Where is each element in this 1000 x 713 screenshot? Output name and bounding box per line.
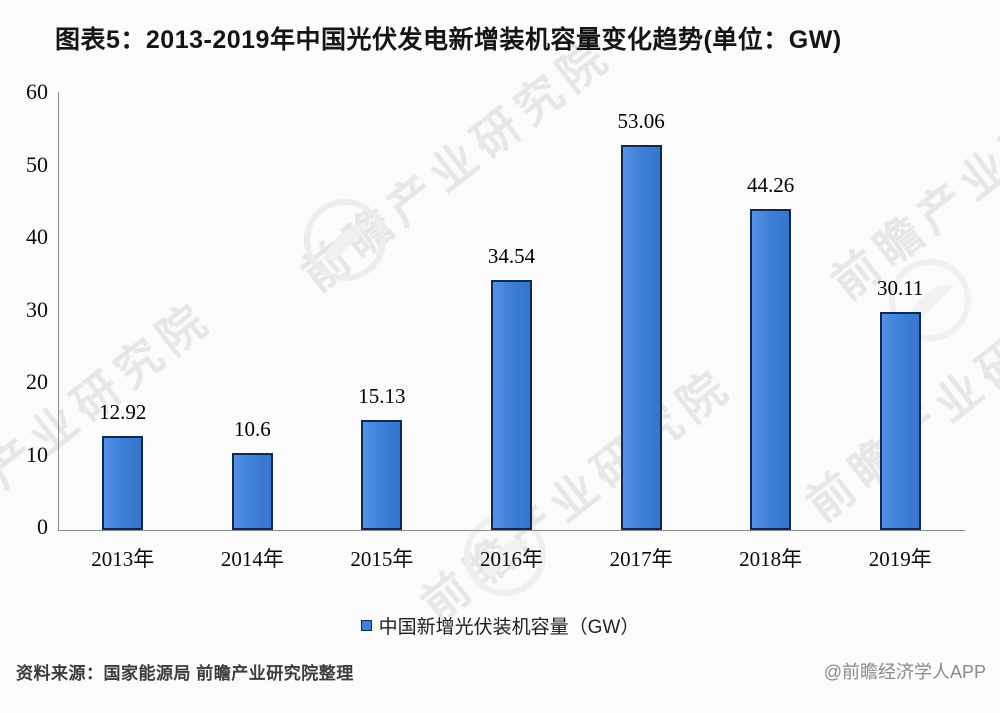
x-axis-tick-label: 2016年 (480, 547, 543, 571)
bar-value-label: 15.13 (358, 384, 406, 409)
bar-value-label: 30.11 (876, 275, 924, 300)
legend: 中国新增光伏装机容量（GW） (0, 612, 1000, 639)
x-axis-tick-label: 2017年 (609, 547, 673, 571)
x-axis-line (58, 530, 965, 531)
bar-2018 (750, 209, 792, 530)
y-axis-tick-label: 0 (37, 514, 48, 539)
x-axis-tick-label: 2015年 (350, 547, 414, 571)
legend-marker-icon (360, 620, 372, 631)
y-axis-tick-label: 20 (26, 369, 48, 394)
y-axis-line (58, 92, 59, 530)
y-axis-tick-label: 30 (26, 296, 48, 322)
x-axis-tick-label: 2019年 (868, 547, 932, 571)
x-axis-tick-label: 2013年 (91, 547, 155, 571)
x-axis-tick-label: 2014年 (220, 547, 284, 571)
bar-2015 (361, 420, 403, 530)
y-axis-tick-label: 60 (26, 79, 48, 104)
bar-2013 (102, 436, 144, 530)
bar-value-label: 53.06 (617, 109, 665, 134)
x-axis-tick-label: 2018年 (739, 547, 803, 571)
bar-value-label: 12.92 (99, 400, 147, 425)
bar-value-label: 44.26 (747, 173, 795, 198)
bar-2019 (879, 311, 921, 530)
legend-label: 中国新增光伏装机容量（GW） (378, 617, 640, 638)
y-axis-tick-label: 40 (26, 224, 48, 249)
bar-2016 (491, 279, 532, 530)
bar-value-label: 34.54 (487, 243, 536, 268)
bar-2014 (231, 453, 273, 530)
footer-source-text: 资料来源：国家能源局 前瞻产业研究院整理 (16, 663, 354, 683)
footer-credit-text: @前瞻经济学人APP (823, 662, 986, 682)
y-axis-tick-label: 10 (26, 441, 48, 467)
y-axis-tick-label: 50 (26, 151, 48, 177)
footer: 资料来源：国家能源局 前瞻产业研究院整理 @前瞻经济学人APP (0, 658, 1000, 684)
chart-title: 图表5：2013-2019年中国光伏发电新增装机容量变化趋势(单位：GW) (55, 26, 842, 54)
bar-value-label: 10.6 (233, 417, 271, 442)
bar-2017 (620, 145, 662, 530)
